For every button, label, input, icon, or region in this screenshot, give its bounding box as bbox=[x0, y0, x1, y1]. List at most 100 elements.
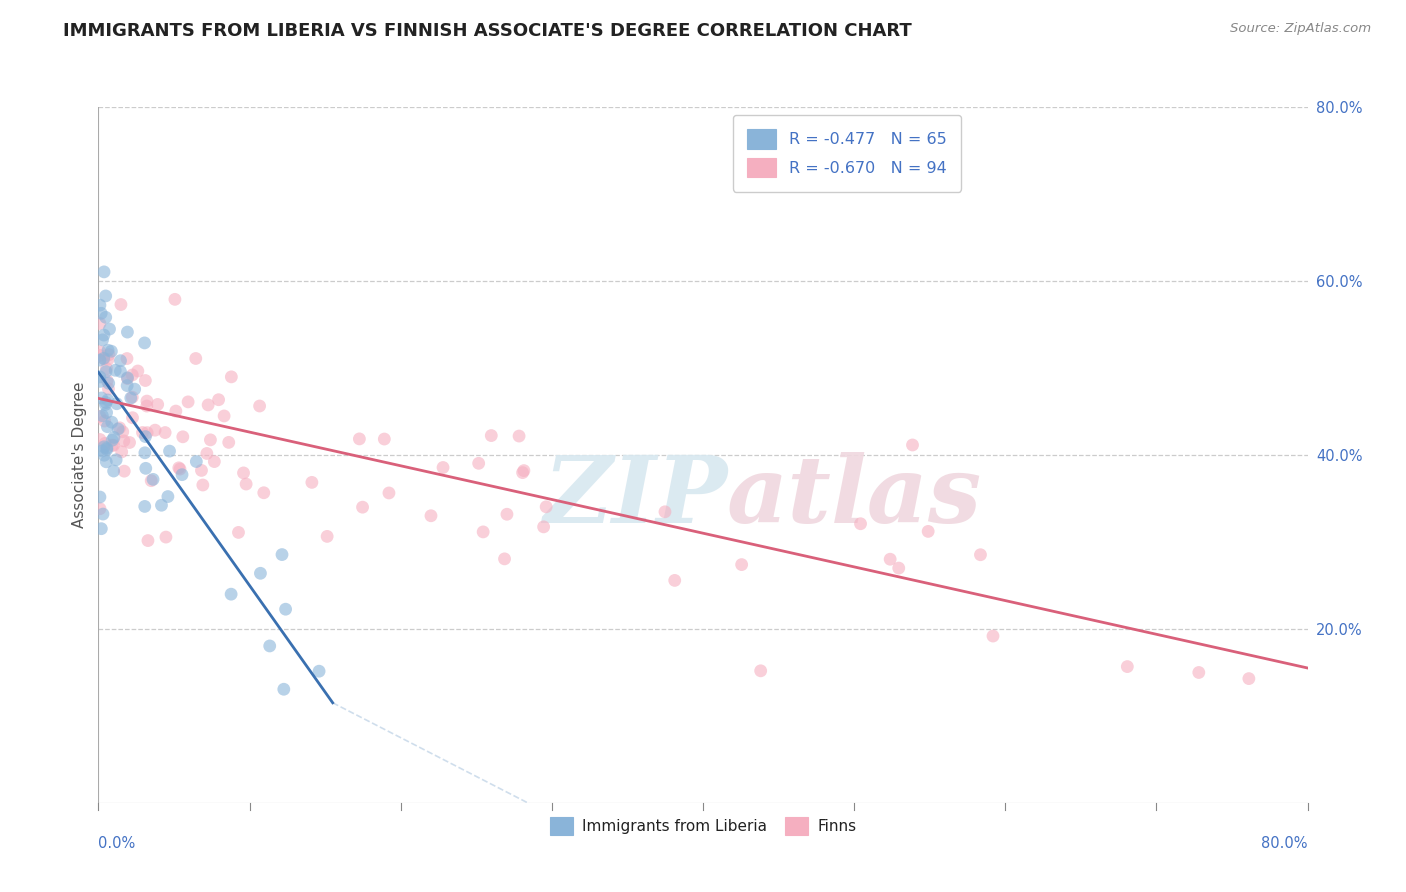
Point bbox=[96, 361, 118, 376]
Point bbox=[134, 429, 156, 443]
Point bbox=[1116, 659, 1139, 673]
Point bbox=[94, 289, 117, 303]
Point bbox=[202, 454, 225, 468]
Point bbox=[103, 438, 125, 452]
Point bbox=[513, 464, 536, 478]
Point bbox=[352, 500, 374, 515]
Point bbox=[494, 552, 516, 566]
Text: IMMIGRANTS FROM LIBERIA VS FINNISH ASSOCIATE'S DEGREE CORRELATION CHART: IMMIGRANTS FROM LIBERIA VS FINNISH ASSOC… bbox=[63, 22, 912, 40]
Point bbox=[969, 548, 991, 562]
Point bbox=[879, 552, 901, 566]
Point bbox=[121, 410, 143, 425]
Point bbox=[508, 429, 530, 443]
Point bbox=[89, 375, 111, 389]
Point bbox=[131, 425, 153, 440]
Point bbox=[141, 474, 163, 488]
Point bbox=[349, 432, 371, 446]
Point bbox=[134, 374, 156, 388]
Point bbox=[118, 435, 141, 450]
Point bbox=[110, 297, 132, 311]
Point bbox=[105, 453, 128, 467]
Point bbox=[105, 397, 128, 411]
Point bbox=[849, 516, 872, 531]
Point bbox=[749, 664, 772, 678]
Point bbox=[153, 425, 176, 440]
Point bbox=[235, 477, 257, 491]
Point bbox=[89, 501, 111, 516]
Point bbox=[90, 391, 112, 405]
Point bbox=[190, 463, 212, 477]
Point bbox=[432, 460, 454, 475]
Point bbox=[184, 351, 207, 366]
Point bbox=[127, 364, 149, 378]
Point bbox=[97, 392, 120, 407]
Point bbox=[271, 548, 294, 562]
Point bbox=[101, 415, 124, 429]
Point bbox=[134, 500, 156, 514]
Point bbox=[100, 344, 122, 359]
Point bbox=[512, 466, 534, 480]
Point bbox=[218, 435, 240, 450]
Point bbox=[136, 533, 159, 548]
Point bbox=[94, 436, 117, 450]
Point bbox=[96, 419, 118, 434]
Point bbox=[124, 382, 146, 396]
Point bbox=[110, 364, 132, 378]
Point bbox=[664, 574, 686, 588]
Point bbox=[112, 464, 135, 478]
Point bbox=[136, 425, 159, 440]
Point bbox=[89, 409, 111, 424]
Point bbox=[172, 430, 194, 444]
Point bbox=[228, 525, 250, 540]
Point bbox=[101, 438, 124, 452]
Point bbox=[316, 529, 339, 543]
Point bbox=[170, 467, 193, 482]
Point bbox=[253, 485, 276, 500]
Point bbox=[117, 371, 139, 385]
Point bbox=[212, 409, 235, 423]
Point bbox=[479, 428, 502, 442]
Y-axis label: Associate's Degree: Associate's Degree bbox=[72, 382, 87, 528]
Point bbox=[186, 454, 208, 468]
Point bbox=[887, 561, 910, 575]
Point bbox=[150, 498, 173, 512]
Point bbox=[93, 328, 115, 343]
Point bbox=[301, 475, 323, 490]
Point bbox=[97, 352, 120, 367]
Point bbox=[249, 566, 271, 581]
Point bbox=[167, 460, 190, 475]
Point bbox=[219, 587, 242, 601]
Point bbox=[981, 629, 1004, 643]
Point bbox=[89, 353, 111, 368]
Text: atlas: atlas bbox=[727, 451, 983, 541]
Point bbox=[249, 399, 271, 413]
Point bbox=[97, 382, 120, 396]
Point bbox=[135, 461, 157, 475]
Point bbox=[1188, 665, 1211, 680]
Point bbox=[96, 441, 118, 455]
Text: Source: ZipAtlas.com: Source: ZipAtlas.com bbox=[1230, 22, 1371, 36]
Point bbox=[93, 351, 115, 366]
Point bbox=[274, 602, 297, 616]
Point bbox=[96, 442, 118, 457]
Point bbox=[901, 438, 924, 452]
Point bbox=[654, 505, 676, 519]
Point bbox=[94, 398, 117, 412]
Point bbox=[730, 558, 752, 572]
Point bbox=[93, 448, 115, 462]
Point bbox=[221, 369, 243, 384]
Point bbox=[96, 374, 118, 388]
Point bbox=[472, 524, 495, 539]
Point bbox=[191, 478, 214, 492]
Point bbox=[200, 433, 222, 447]
Point bbox=[115, 378, 138, 392]
Legend: Immigrants from Liberia, Finns: Immigrants from Liberia, Finns bbox=[537, 805, 869, 847]
Point bbox=[89, 490, 111, 504]
Point bbox=[89, 344, 111, 359]
Point bbox=[467, 456, 489, 470]
Point bbox=[91, 444, 114, 458]
Point bbox=[134, 335, 156, 350]
Point bbox=[101, 434, 124, 448]
Point bbox=[98, 348, 121, 362]
Point bbox=[111, 425, 134, 439]
